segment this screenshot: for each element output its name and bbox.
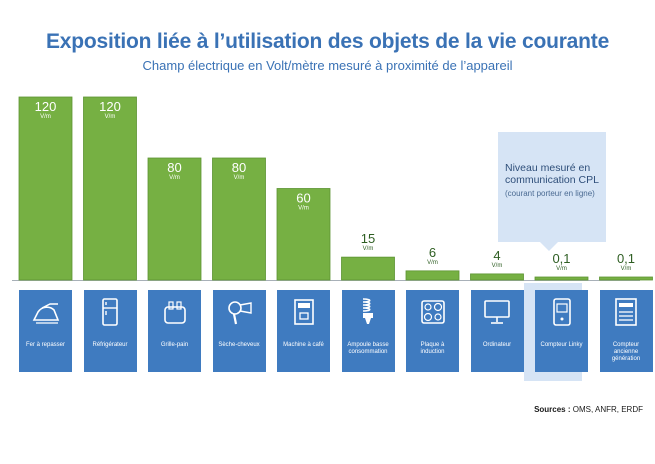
bar-value-label: 80 xyxy=(167,160,181,175)
bar xyxy=(341,256,395,281)
cpl-callout-box xyxy=(498,132,606,242)
cpl-callout-main: Niveau mesuré en communication CPL xyxy=(505,162,599,186)
appliance-label: Ordinateur xyxy=(482,342,512,348)
bar-unit-label: V/m xyxy=(492,263,503,269)
appliance-tile: Ordinateur xyxy=(470,290,524,372)
induction-hob-icon xyxy=(406,292,459,332)
bar xyxy=(147,157,202,281)
sources-note: Sources : OMS, ANFR, ERDF xyxy=(534,405,643,414)
appliance-label: Grille-pain xyxy=(160,342,189,348)
bar xyxy=(212,157,266,281)
bar xyxy=(534,276,589,281)
bar-unit-label: V/m xyxy=(298,206,309,212)
appliance-label: Machine à café xyxy=(283,342,324,348)
appliance-tile: Compteur Linky xyxy=(535,290,588,372)
cpl-callout-text: Niveau mesuré en communication CPL (cour… xyxy=(505,162,605,200)
toaster-icon xyxy=(148,292,201,332)
bar-value-label: 80 xyxy=(232,160,246,175)
bar-unit-label: V/m xyxy=(556,266,567,272)
appliance-tile: Grille-pain xyxy=(148,290,201,372)
bar xyxy=(276,188,331,281)
appliance-tile: Ampoule basse consommation xyxy=(341,290,395,372)
bar-unit-label: V/m xyxy=(363,246,374,252)
bar-value-label: 120 xyxy=(99,99,121,114)
appliance-label: Ampoule basse consommation xyxy=(347,342,389,355)
iron-icon xyxy=(19,292,72,332)
bar-value-label: 0,1 xyxy=(552,251,570,266)
bar-value-label: 0,1 xyxy=(617,251,635,266)
bar-unit-label: V/m xyxy=(621,266,632,272)
page-title: Exposition liée à l’utilisation des obje… xyxy=(45,30,610,53)
appliance-tile: Réfrigérateur xyxy=(83,290,137,372)
bar-value-label: 120 xyxy=(35,99,57,114)
sources-label: Sources : xyxy=(534,405,571,414)
cpl-callout-arrow xyxy=(540,242,558,251)
appliance-tile: Compteur ancienne génération xyxy=(599,290,653,372)
bar xyxy=(18,96,73,281)
bar-value-label: 60 xyxy=(296,191,310,206)
computer-icon xyxy=(471,292,524,332)
bar-value-label: 6 xyxy=(429,245,436,260)
appliance-label: Réfrigérateur xyxy=(92,342,128,348)
linky-meter-icon xyxy=(535,292,588,332)
hair-dryer-icon xyxy=(213,292,266,332)
bar xyxy=(599,276,653,281)
fridge-icon xyxy=(84,292,137,332)
bar xyxy=(405,270,460,281)
cfl-bulb-icon xyxy=(342,292,395,332)
bar-unit-label: V/m xyxy=(234,175,245,181)
bar xyxy=(83,96,137,281)
bar-unit-label: V/m xyxy=(40,114,51,120)
coffee-machine-icon xyxy=(277,292,330,332)
appliance-label: Compteur ancienne génération xyxy=(611,342,641,362)
appliance-tile: Fer à repasser xyxy=(19,290,72,372)
bar-unit-label: V/m xyxy=(105,114,116,120)
bar-unit-label: V/m xyxy=(169,175,180,181)
appliance-label: Sèche-cheveux xyxy=(218,342,260,348)
bar-unit-label: V/m xyxy=(427,260,438,266)
bar-value-label: 4 xyxy=(493,248,500,263)
appliance-tile: Sèche-cheveux xyxy=(212,290,266,372)
appliance-tile: Plaque à induction xyxy=(406,290,459,372)
appliance-label: Plaque à induction xyxy=(420,342,445,355)
old-meter-icon xyxy=(600,292,653,332)
cpl-callout-sub: (courant porteur en ligne) xyxy=(505,189,595,198)
appliance-label: Fer à repasser xyxy=(25,342,65,348)
appliance-tile: Machine à café xyxy=(277,290,330,372)
page-subtitle: Champ électrique en Volt/mètre mesuré à … xyxy=(142,58,513,73)
sources-value: OMS, ANFR, ERDF xyxy=(572,405,643,414)
appliance-label: Compteur Linky xyxy=(540,342,583,348)
bar-value-label: 15 xyxy=(361,231,375,246)
bar xyxy=(470,273,524,281)
